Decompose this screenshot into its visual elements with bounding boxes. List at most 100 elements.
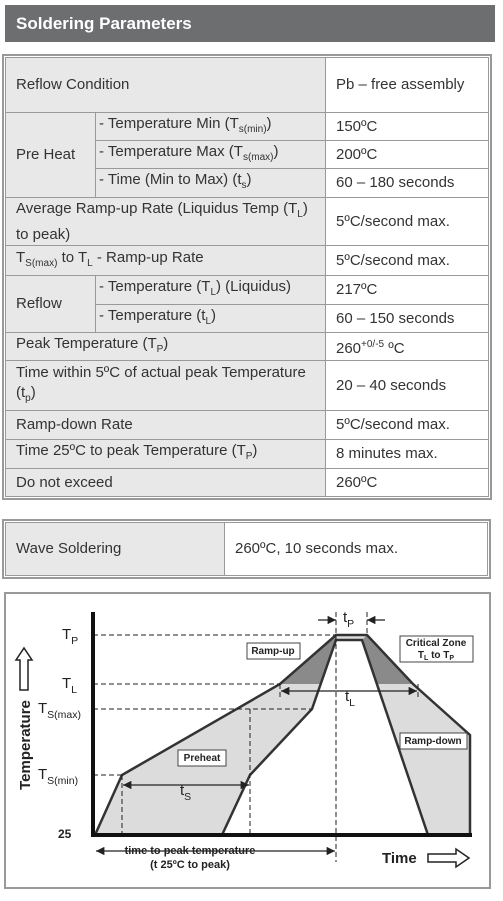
diagram-frame <box>4 592 491 889</box>
ramp-down: Ramp-down <box>404 736 461 747</box>
subscript: s <box>241 180 247 191</box>
param-label: - Time (Min to Max) (ts) <box>95 168 326 198</box>
text-part: to T <box>57 248 88 266</box>
text-part: T <box>418 650 424 661</box>
parameter-table: Reflow Condition Pb – free assembly Pre He… <box>2 54 492 500</box>
table-row: Reflow - Temperature (TL) (Liquidus) 217ºC <box>5 275 489 333</box>
param-label: Ramp-down Rate <box>5 410 326 440</box>
subscript: L <box>71 684 77 696</box>
subscript: P <box>449 655 454 662</box>
table-row: Ramp-down Rate 5ºC/second max. <box>5 410 489 440</box>
up-arrow <box>14 646 34 691</box>
param-value: 8 minutes max. <box>325 439 489 469</box>
text-part: - Ramp-up Rate <box>92 248 204 266</box>
text-part: Pb – free assembly <box>336 76 465 93</box>
ts-max: TS(max) <box>38 700 81 721</box>
text-part: ) <box>273 142 279 160</box>
text-part: ºC <box>384 339 405 357</box>
table-row: Peak Temperature (TP) 260+0/-5 ºC <box>5 332 489 361</box>
text-part: - Temperature (T <box>99 278 211 295</box>
param-value: 150ºC <box>325 112 489 141</box>
subscript: P <box>347 618 354 630</box>
text-part: 5ºC/second max. <box>336 416 450 433</box>
text-part: Preheat <box>184 753 221 764</box>
subscript: s(max) <box>242 151 274 163</box>
param-value: 200ºC <box>325 140 489 169</box>
subscript: L <box>424 655 429 662</box>
text-part: ) <box>211 306 216 324</box>
critical-range: TL to TP <box>418 650 455 663</box>
text-part: T <box>62 626 71 643</box>
table-row: Reflow Condition Pb – free assembly <box>5 57 489 113</box>
text-part: Ramp-up <box>251 646 294 657</box>
text-part: 8 minutes max. <box>336 445 438 462</box>
text-part: ) (Liquidus) <box>216 278 292 295</box>
text-part: Pre Heat <box>16 146 76 163</box>
table-row: Pre Heat - Temperature Min (Ts(min)) 150ºC <box>5 112 489 198</box>
text-part: 5ºC/second max. <box>336 212 450 230</box>
axis-x: Time <box>382 850 417 867</box>
param-label: - Temperature Min (Ts(min)) <box>95 112 326 141</box>
text-part: 150ºC <box>336 117 378 135</box>
table-row: Time 25ºC to peak Temperature (TP) 8 minu… <box>5 439 489 469</box>
text-part: (t 25ºC to peak) <box>150 859 230 871</box>
text-part: 260 <box>336 339 362 357</box>
param-value: Pb – free assembly <box>325 57 489 113</box>
subscript: s(min) <box>238 123 267 135</box>
table-row: - Time (Min to Max) (ts) 60 – 180 seconds <box>6 168 489 198</box>
text-part: Time within 5ºC of actual peak Temperatu… <box>16 363 306 401</box>
t-l: tL <box>345 688 355 709</box>
text-part: 25 <box>58 827 72 841</box>
wave-table: Wave Soldering 260ºC, 10 seconds max. <box>2 519 491 579</box>
text-part: ) <box>266 114 272 132</box>
subscript: L <box>297 208 303 220</box>
text-part: 217ºC <box>336 281 378 298</box>
param-label: - Temperature Max (Ts(max)) <box>95 140 326 169</box>
param-label: Time within 5ºC of actual peak Temperatu… <box>5 360 326 411</box>
wave-row: Wave Soldering 260ºC, 10 seconds max. <box>5 522 488 576</box>
param-label: Reflow Condition <box>5 57 326 113</box>
subscript: S(max) <box>47 709 81 721</box>
text-part: 200ºC <box>336 145 378 163</box>
text-part: - Time (Min to Max) (t <box>99 171 242 188</box>
text-part: Ramp-down Rate <box>16 416 133 433</box>
text-part: ) to peak) <box>16 199 308 243</box>
base: 25 <box>58 827 72 841</box>
guide-lines <box>93 612 419 862</box>
text-part: 5ºC/second max. <box>336 251 450 269</box>
t-s: tS <box>180 782 191 803</box>
right-arrow <box>427 847 471 869</box>
text-part: ) <box>163 334 169 352</box>
subscript: P <box>156 343 164 355</box>
subscript: P <box>245 451 253 462</box>
text-part: T <box>38 700 47 717</box>
table-row: Average Ramp-up Rate (Liquidus Temp (TL)… <box>5 197 489 246</box>
text-part: 60 – 150 seconds <box>336 309 455 327</box>
table-row: Time within 5ºC of actual peak Temperatu… <box>5 360 489 411</box>
subscript: S(min) <box>47 775 78 787</box>
group-label: Pre Heat <box>5 112 96 198</box>
tl: TL <box>62 675 77 696</box>
time-to-peak: time to peak temperature <box>125 845 256 857</box>
text-part: Peak Temperature (T <box>16 334 157 352</box>
text-part: Time <box>382 850 417 867</box>
text-part: ) <box>30 383 36 401</box>
param-label: - Temperature (TL) (Liquidus) <box>95 275 326 305</box>
text-part: Reflow Condition <box>16 76 130 93</box>
critical-zone: Critical Zone <box>406 638 467 649</box>
t-p: tP <box>343 609 354 630</box>
text-part: 20 – 40 seconds <box>336 376 447 394</box>
subscript: S(max) <box>25 257 58 269</box>
tp: TP <box>62 626 78 647</box>
ts-min: TS(min) <box>38 766 78 787</box>
param-label: Average Ramp-up Rate (Liquidus Temp (TL)… <box>5 197 326 246</box>
param-value: 60 – 180 seconds <box>325 168 489 198</box>
group-label: Reflow <box>5 275 96 333</box>
text-part: - Temperature Max (T <box>99 142 243 160</box>
subscript: L <box>87 257 93 269</box>
text-part: T <box>62 675 71 692</box>
subscript: L <box>205 315 211 327</box>
param-label: Peak Temperature (TP) <box>5 332 326 361</box>
text-part: Do not exceed <box>16 473 113 491</box>
table-row: - Temperature (tL) 60 – 150 seconds <box>6 304 489 333</box>
